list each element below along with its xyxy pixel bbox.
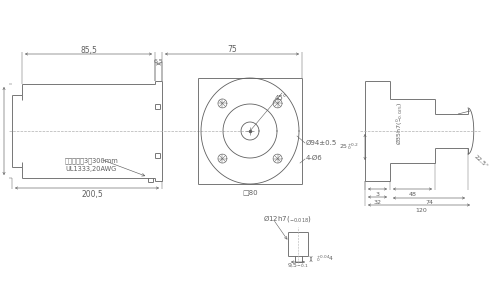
Text: Ø78: Ø78 xyxy=(0,123,2,139)
Text: 25$^{+0.2}_{0}$: 25$^{+0.2}_{0}$ xyxy=(339,141,359,152)
Text: Ø94±0.5: Ø94±0.5 xyxy=(306,140,337,146)
Text: 48: 48 xyxy=(408,192,416,197)
Text: 200,5: 200,5 xyxy=(81,189,103,199)
Text: 120: 120 xyxy=(416,207,428,213)
Text: 6,5: 6,5 xyxy=(154,59,164,64)
Text: 75: 75 xyxy=(227,46,237,54)
Text: 74: 74 xyxy=(425,200,433,205)
Text: 45°: 45° xyxy=(275,95,287,101)
Text: 电动机导线3根300mm: 电动机导线3根300mm xyxy=(65,158,119,164)
Text: 4-Ø6: 4-Ø6 xyxy=(306,155,323,161)
Text: Ø12h7($_{-0.018}$): Ø12h7($_{-0.018}$) xyxy=(263,213,312,223)
Text: 85,5: 85,5 xyxy=(80,46,97,54)
Text: Ø35h7($^{0}_{-0.025}$): Ø35h7($^{0}_{-0.025}$) xyxy=(394,101,406,145)
Text: 3: 3 xyxy=(376,192,380,197)
Text: 22,5°: 22,5° xyxy=(473,153,489,168)
Text: $^{+0.04}_{0}$4: $^{+0.04}_{0}$4 xyxy=(316,254,334,264)
Text: □80: □80 xyxy=(242,189,258,195)
Text: UL1333,20AWG: UL1333,20AWG xyxy=(65,166,116,172)
Text: 9,5$_{-0.1}$: 9,5$_{-0.1}$ xyxy=(287,262,309,271)
Text: 32: 32 xyxy=(374,200,382,205)
